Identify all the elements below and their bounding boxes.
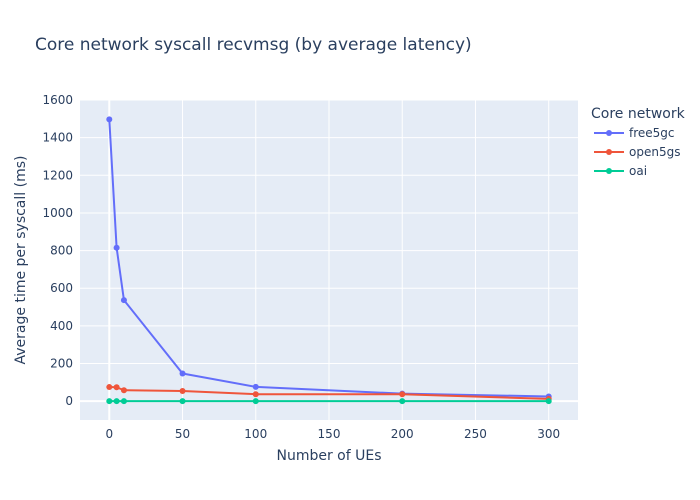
x-tick-label: 150	[318, 427, 341, 441]
legend-item-free5gc[interactable]: free5gc	[594, 126, 675, 140]
y-tick-label: 800	[50, 244, 73, 258]
y-tick-label: 600	[50, 281, 73, 295]
data-point[interactable]	[120, 387, 127, 394]
data-point[interactable]	[120, 398, 127, 405]
series-oai	[106, 398, 552, 405]
x-tick-label: 300	[537, 427, 560, 441]
data-point[interactable]	[252, 391, 259, 398]
legend-marker	[606, 149, 612, 155]
x-tick-label: 0	[105, 427, 113, 441]
legend-item-open5gs[interactable]: open5gs	[594, 145, 680, 159]
y-tick-label: 1400	[42, 131, 73, 145]
data-point[interactable]	[113, 384, 120, 391]
data-point[interactable]	[120, 297, 127, 304]
data-point[interactable]	[113, 398, 120, 405]
legend-label: oai	[629, 164, 647, 178]
chart-title: Core network syscall recvmsg (by average…	[35, 35, 472, 55]
y-axis-label: Average time per syscall (ms)	[13, 156, 29, 365]
legend-item-oai[interactable]: oai	[594, 164, 647, 178]
legend-marker	[606, 168, 612, 174]
data-point[interactable]	[113, 244, 120, 251]
data-point[interactable]	[252, 398, 259, 405]
data-point[interactable]	[399, 391, 406, 398]
legend[interactable]: Core network free5gc open5gs oai	[591, 106, 686, 178]
tick-labels: 0 50 100 150 200 250 300 0 200 400 600 800 1000 1200 1…	[42, 93, 560, 441]
data-point[interactable]	[399, 398, 406, 405]
data-point[interactable]	[179, 388, 186, 395]
y-tick-label: 1600	[42, 93, 73, 107]
legend-label: open5gs	[629, 145, 680, 159]
y-tick-label: 400	[50, 319, 73, 333]
legend-marker	[606, 130, 612, 136]
y-tick-label: 200	[50, 357, 73, 371]
y-tick-label: 1000	[42, 206, 73, 220]
data-point[interactable]	[252, 383, 259, 390]
x-tick-label: 100	[244, 427, 267, 441]
data-point[interactable]	[179, 398, 186, 405]
data-point[interactable]	[179, 370, 186, 377]
y-tick-label: 0	[65, 394, 73, 408]
data-point[interactable]	[545, 398, 552, 405]
x-tick-label: 50	[175, 427, 190, 441]
data-point[interactable]	[106, 384, 113, 391]
y-tick-label: 1200	[42, 168, 73, 182]
x-axis-label: Number of UEs	[276, 448, 381, 464]
x-tick-label: 250	[464, 427, 487, 441]
data-series	[106, 116, 552, 405]
legend-label: free5gc	[629, 126, 675, 140]
data-point[interactable]	[106, 398, 113, 405]
x-tick-label: 200	[391, 427, 414, 441]
data-point[interactable]	[106, 116, 113, 123]
legend-title: Core network	[591, 106, 686, 122]
